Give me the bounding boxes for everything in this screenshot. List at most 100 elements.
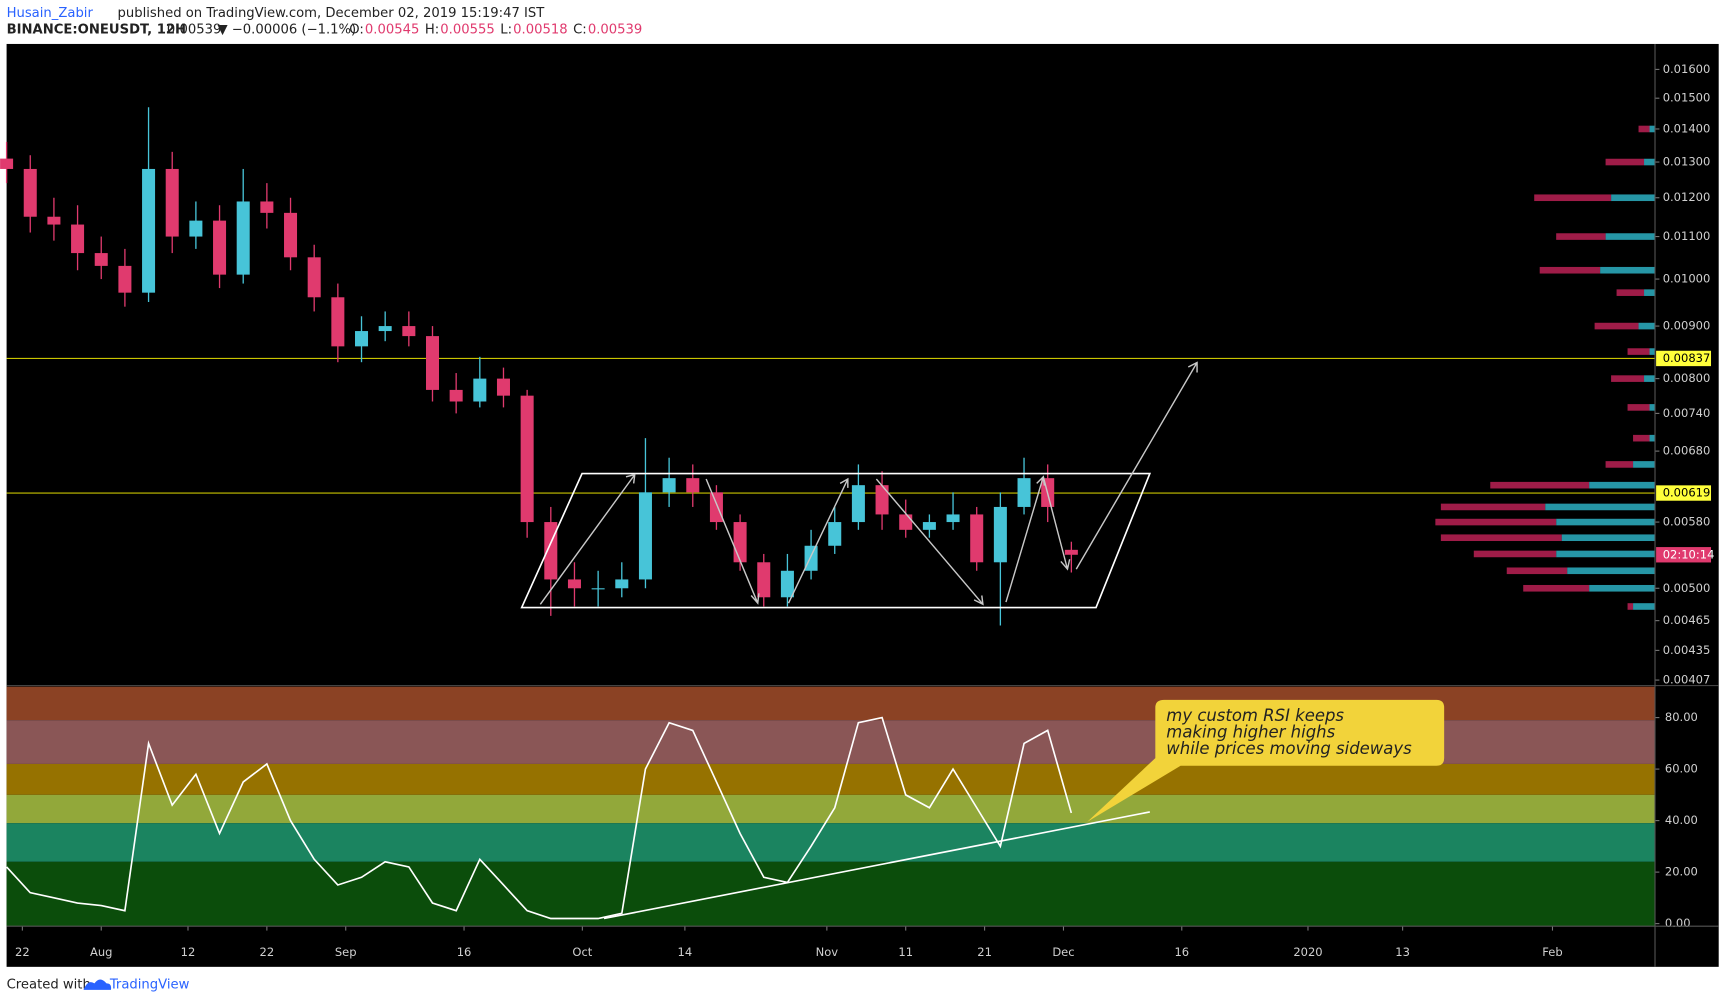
ohlc-label: H: <box>425 23 439 38</box>
candle-body <box>355 331 369 347</box>
price-line-label: 0.00837 <box>1663 351 1711 365</box>
volume-down <box>1534 194 1612 202</box>
callout <box>1087 699 1445 822</box>
candle-body <box>946 514 960 523</box>
x-tick-label: 22 <box>260 945 275 959</box>
last-price: 0.00539 <box>167 23 221 38</box>
candle-body <box>709 492 723 523</box>
volume-down <box>1594 322 1639 330</box>
rsi-band <box>6 794 1656 824</box>
volume-up <box>1649 348 1656 355</box>
symbol: BINANCE:ONEUSDT, 12H <box>7 23 186 38</box>
candle-body <box>544 522 558 580</box>
rsi-trend-line <box>603 811 1150 920</box>
x-tick-label: Sep <box>335 945 357 959</box>
candle-body <box>615 579 629 589</box>
volume-up <box>1638 322 1656 330</box>
y-tick-label: 40.00 <box>1665 813 1698 827</box>
candle-body <box>686 478 700 493</box>
ohlc-value: 0.00555 <box>440 23 494 38</box>
volume-down <box>1627 603 1634 610</box>
y-tick-label: 0.01100 <box>1663 229 1711 243</box>
price-line-tag <box>1656 485 1712 501</box>
arrows <box>539 361 1198 606</box>
volume-down <box>1605 158 1645 166</box>
footer-brand: TradingView <box>109 977 190 992</box>
volume-up <box>1611 194 1656 202</box>
candle-body <box>899 514 913 530</box>
candle-body <box>165 168 179 237</box>
volume-up <box>1600 266 1656 274</box>
drawings <box>520 472 1152 920</box>
volume-down <box>1440 534 1562 542</box>
candle-body <box>425 336 440 390</box>
candle-body <box>189 220 203 237</box>
published: published on TradingView.com, December 0… <box>118 6 546 21</box>
volume-down <box>1627 348 1650 355</box>
candle-body <box>71 224 85 254</box>
x-tick-label: Oct <box>572 945 592 959</box>
price-line-tag <box>1656 350 1712 367</box>
volume-down <box>1633 434 1650 442</box>
arrow <box>787 477 849 604</box>
volume-up <box>1589 481 1656 489</box>
callout-text: my custom RSI keeps making higher highs … <box>1166 706 1412 758</box>
author: Husain_Zabir <box>7 6 94 21</box>
candle-body <box>851 485 865 523</box>
y-tick-label: 0.01300 <box>1663 155 1711 169</box>
volume-up <box>1633 461 1656 468</box>
candle-body <box>804 545 818 571</box>
candle-body <box>496 378 510 396</box>
candle-body <box>757 562 771 598</box>
x-tick-label: 12 <box>181 945 196 959</box>
callout-line: making higher highs <box>1166 722 1335 741</box>
y-tick-label: 0.00435 <box>1663 643 1711 657</box>
ohlc-label: L: <box>500 23 512 38</box>
y-tick-label: 0.00900 <box>1663 319 1711 333</box>
price-line-label: 0.00619 <box>1663 486 1711 500</box>
x-tick-label: 22 <box>15 945 30 959</box>
volume-down <box>1435 518 1557 526</box>
candle-body <box>213 220 227 275</box>
change: ▼ −0.00006 (−1.1%) <box>217 23 356 38</box>
arrow <box>1075 361 1198 570</box>
candle-body <box>662 478 676 493</box>
y-tick-label: 0.01200 <box>1663 190 1711 204</box>
countdown: 02:10:14 <box>1663 547 1715 561</box>
ohlc-value: 0.00539 <box>588 23 642 38</box>
volume-up <box>1644 375 1656 382</box>
volume-down <box>1506 567 1568 575</box>
candle-body <box>1017 478 1031 507</box>
callout-line: while prices moving sideways <box>1166 739 1412 758</box>
volume-up <box>1649 434 1656 442</box>
candle-body <box>875 485 889 515</box>
x-tick-label: Dec <box>1052 945 1074 959</box>
y-tick-label: 0.00800 <box>1663 371 1711 385</box>
candle-body <box>591 588 605 590</box>
candle-body <box>236 201 250 275</box>
arrow <box>539 473 636 605</box>
rsi-band <box>6 823 1656 862</box>
volume-up <box>1644 158 1656 166</box>
y-tick-label: 0.00740 <box>1663 406 1711 420</box>
volume-up <box>1561 534 1656 542</box>
y-tick-label: 80.00 <box>1665 710 1698 724</box>
volume-up <box>1567 567 1656 575</box>
y-tick-label: 0.00407 <box>1663 673 1711 687</box>
volume-up <box>1545 503 1656 511</box>
y-tick-label: 0.00500 <box>1663 581 1711 595</box>
x-tick-label: Feb <box>1542 945 1562 959</box>
candle-body <box>922 522 936 530</box>
ohlc-label: O: <box>349 23 364 38</box>
volume-up <box>1644 289 1656 296</box>
candle-body <box>638 492 652 580</box>
volume-down <box>1605 461 1634 468</box>
candle-body <box>0 158 14 169</box>
rsi-band <box>6 763 1656 795</box>
x-tick-label: 16 <box>1174 945 1189 959</box>
candle-body <box>142 168 156 293</box>
y-tick-label: 60.00 <box>1665 762 1698 776</box>
volume-down <box>1440 503 1546 511</box>
y-tick-label: 0.01400 <box>1663 121 1711 135</box>
